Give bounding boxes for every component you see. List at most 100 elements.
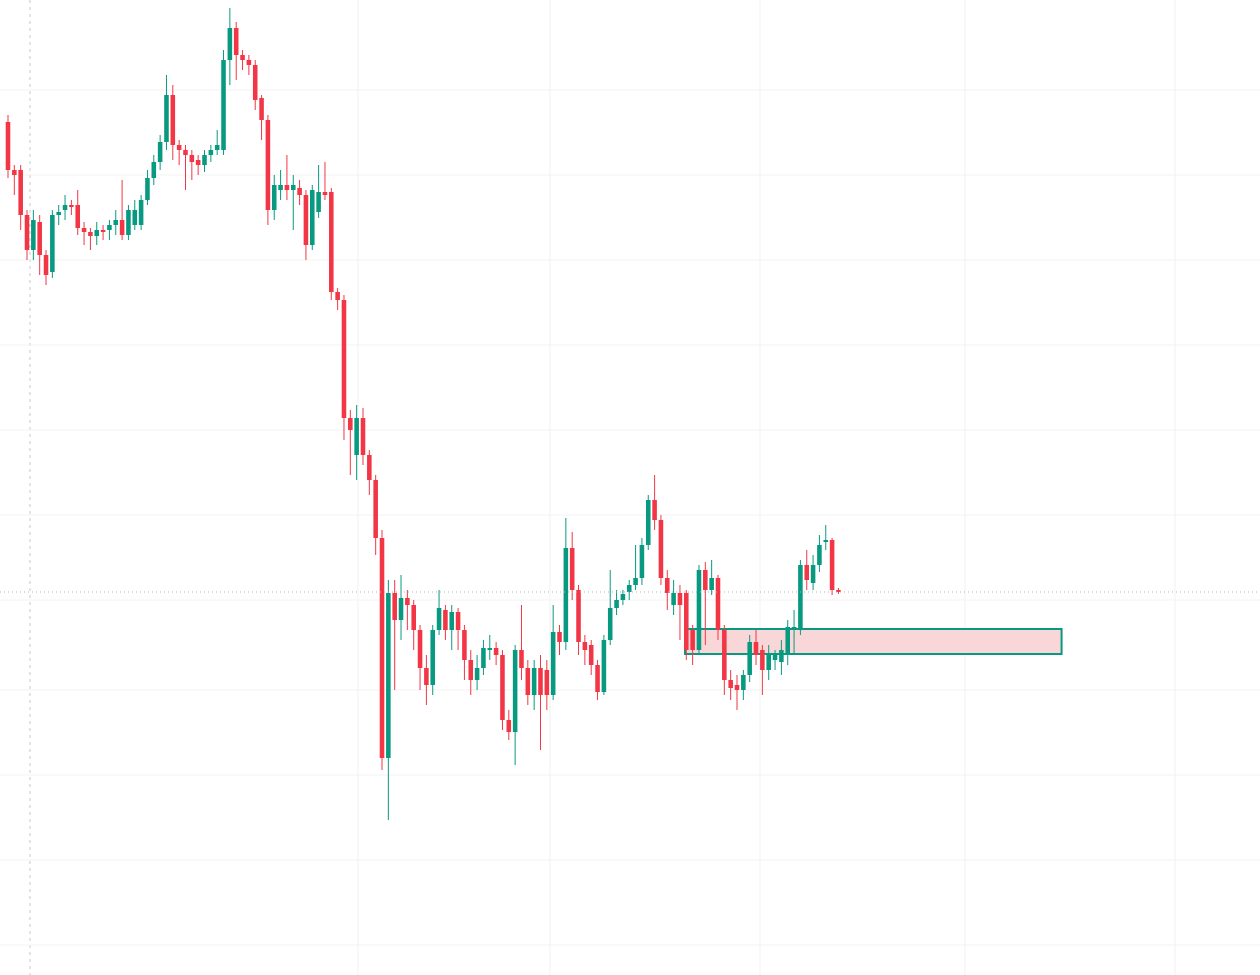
candle-body xyxy=(50,215,55,272)
candle-body xyxy=(658,520,664,578)
candle-body xyxy=(309,190,315,245)
candle-body xyxy=(164,95,169,142)
candle-body xyxy=(265,120,271,210)
candle-body xyxy=(703,570,708,590)
candle-body xyxy=(271,185,277,210)
candle-body xyxy=(297,188,302,195)
candle-body xyxy=(417,630,423,668)
candle-body xyxy=(696,570,702,650)
candle-body xyxy=(360,418,366,455)
candle-body xyxy=(107,225,112,230)
candle-body xyxy=(354,418,359,455)
candle-body xyxy=(671,593,676,605)
candle-body xyxy=(37,222,42,255)
candle-body xyxy=(119,220,125,235)
candle-body xyxy=(791,627,797,628)
candle-body xyxy=(734,685,740,690)
candle-body xyxy=(785,627,791,655)
candle-body xyxy=(455,612,461,630)
candle-body xyxy=(544,670,550,695)
candle-body xyxy=(436,608,442,630)
candle-body xyxy=(221,60,226,150)
candle-body xyxy=(240,55,245,60)
candle-body xyxy=(747,642,752,675)
candle-body xyxy=(341,300,347,418)
candle-body xyxy=(525,668,531,695)
candle-body xyxy=(24,215,30,250)
candle-body xyxy=(170,95,176,145)
candle-body xyxy=(550,632,556,695)
candle-body xyxy=(392,593,397,620)
candle-body xyxy=(145,178,150,200)
candle-body xyxy=(569,548,575,590)
candle-body xyxy=(506,720,512,732)
candle-body xyxy=(709,578,714,590)
candle-body xyxy=(246,60,252,65)
candle-body xyxy=(126,210,131,235)
candle-body xyxy=(722,630,727,680)
candle-body xyxy=(386,593,391,758)
candle-body xyxy=(645,500,651,545)
candle-body xyxy=(500,655,505,720)
candle-body xyxy=(817,545,822,565)
candle-body xyxy=(582,642,588,650)
candle-body xyxy=(183,150,188,155)
candle-body xyxy=(829,540,835,590)
candle-body xyxy=(443,610,448,630)
candle-body xyxy=(493,648,499,655)
zone-box xyxy=(684,628,1063,655)
candle-body xyxy=(316,192,321,212)
candle-body xyxy=(766,655,771,670)
candle-body xyxy=(5,122,11,170)
candle-body xyxy=(614,600,619,608)
candle-body xyxy=(519,650,524,668)
candle-body xyxy=(531,668,537,695)
candle-body xyxy=(100,230,106,232)
candle-body xyxy=(607,608,613,640)
candle-body xyxy=(43,255,49,275)
candle-body xyxy=(411,605,416,630)
candle-body xyxy=(151,162,157,178)
candle-body xyxy=(138,200,144,225)
candle-body xyxy=(398,598,404,620)
candle-body xyxy=(563,548,569,642)
candle-body xyxy=(753,642,759,655)
candle-body xyxy=(538,668,543,695)
candle-body xyxy=(487,648,493,650)
candle-body xyxy=(639,545,645,578)
candle-body xyxy=(94,230,100,236)
candle-body xyxy=(56,212,61,215)
candle-body xyxy=(633,578,638,585)
candle-body xyxy=(290,185,296,190)
candle-body xyxy=(69,205,74,207)
candle-body xyxy=(779,650,784,662)
candle-body xyxy=(664,578,670,593)
candle-body xyxy=(335,292,340,300)
candle-body xyxy=(424,668,429,685)
candle-body xyxy=(62,205,68,210)
candle-body xyxy=(373,480,378,538)
candle-body xyxy=(202,155,207,165)
candle-body xyxy=(430,630,436,685)
candle-body xyxy=(12,170,17,175)
candle-body xyxy=(132,210,138,225)
candle-body xyxy=(176,145,182,150)
candle-body xyxy=(227,28,233,60)
candle-body xyxy=(690,630,695,650)
candle-body xyxy=(233,28,239,55)
candle-body xyxy=(214,145,220,150)
candle-body xyxy=(557,632,562,642)
candle-body xyxy=(626,585,632,592)
zone-layer xyxy=(684,628,1063,655)
candle-body xyxy=(474,668,480,680)
candle-body xyxy=(481,648,486,668)
candle-body xyxy=(195,160,201,165)
candle-body xyxy=(512,650,518,732)
horizontal-grid xyxy=(0,89,1260,946)
candle-body xyxy=(798,565,803,628)
candle-body xyxy=(208,150,214,155)
candle-body xyxy=(31,220,36,250)
candles xyxy=(0,8,1260,820)
